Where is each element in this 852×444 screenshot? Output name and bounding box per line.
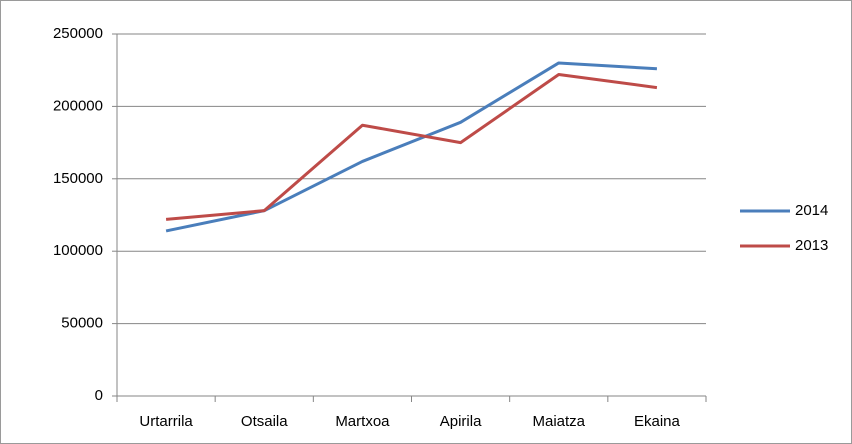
y-tick-label: 0 [95,387,103,404]
y-tick-label: 200000 [53,97,103,114]
series-line [165,61,658,233]
x-tick-label: Apirila [440,413,482,430]
x-tick-label: Martxoa [335,413,390,430]
y-tick-label: 150000 [53,170,103,187]
x-tick-label: Urtarrila [139,413,193,430]
x-tick-label: Otsaila [241,413,288,430]
series-line [165,73,658,221]
x-tick-label: Maiatza [532,413,585,430]
y-tick-label: 250000 [53,25,103,42]
x-tick-label: Ekaina [634,413,681,430]
legend-label: 2014 [795,202,828,219]
y-tick-label: 100000 [53,242,103,259]
y-tick-label: 50000 [61,315,103,332]
legend-label: 2013 [795,237,828,254]
